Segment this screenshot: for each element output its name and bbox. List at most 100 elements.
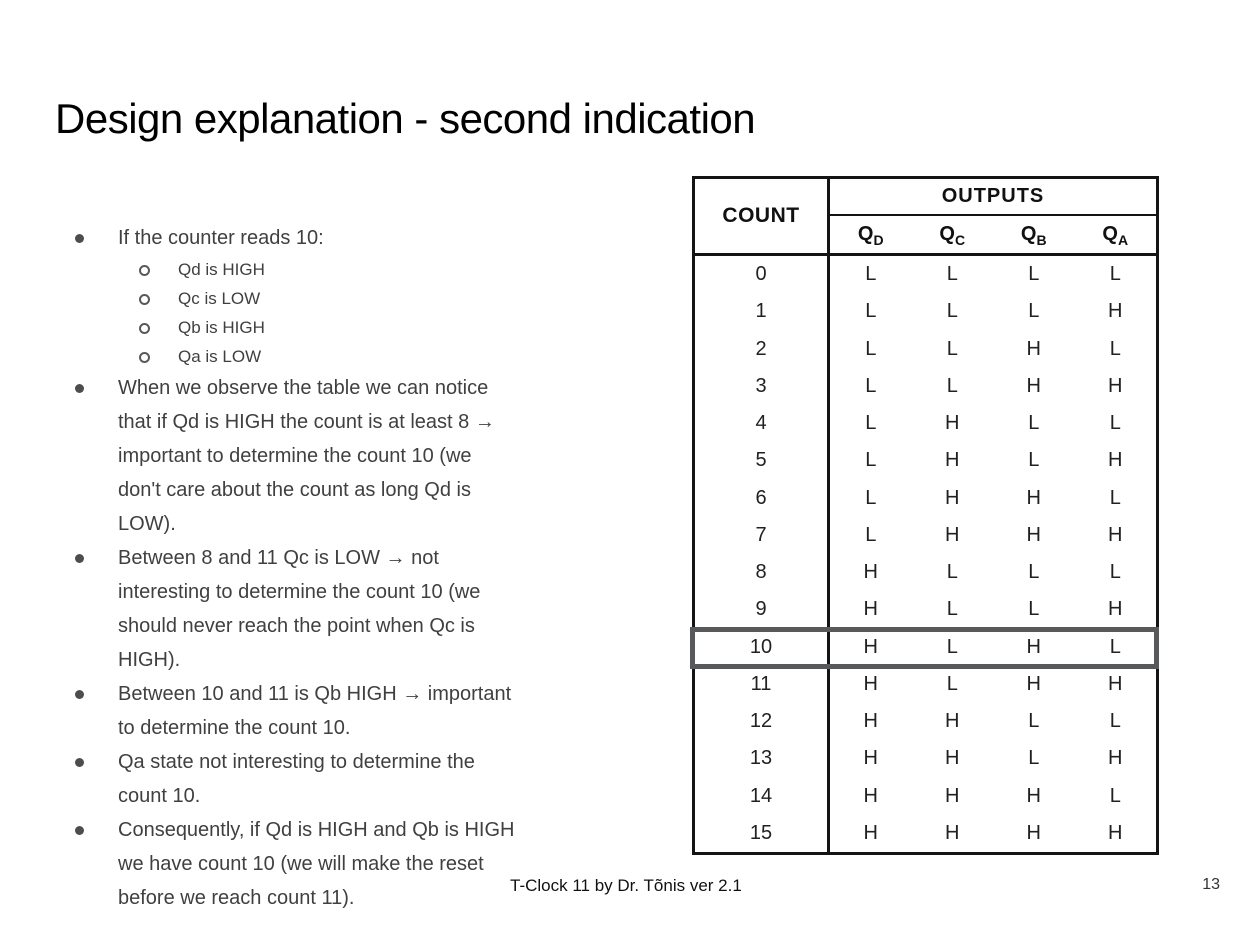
output-cell: H bbox=[1026, 784, 1041, 807]
bullet-list: If the counter reads 10: Qd is HIGH Qc is … bbox=[55, 221, 615, 915]
bullet-dot-icon bbox=[75, 234, 84, 243]
bullet-item: If the counter reads 10: bbox=[55, 221, 615, 255]
output-cell: L bbox=[1028, 263, 1040, 286]
count-cell: 12 bbox=[695, 703, 830, 741]
table-row: 3 L L H H bbox=[695, 367, 1156, 405]
table-row: 6 L H H L bbox=[695, 479, 1156, 517]
output-cell: L bbox=[946, 263, 958, 286]
output-cell: L bbox=[1109, 635, 1121, 658]
output-cell: H bbox=[1108, 672, 1123, 695]
table-row: 2 L L H L bbox=[695, 330, 1156, 368]
output-cell: L bbox=[1028, 561, 1040, 584]
table-row: 13 H H L H bbox=[695, 740, 1156, 778]
output-cell: H bbox=[1108, 449, 1123, 472]
bullet-dot-icon bbox=[75, 758, 84, 767]
output-cell: H bbox=[1108, 300, 1123, 323]
output-cell: H bbox=[1108, 821, 1123, 844]
output-cell: H bbox=[945, 784, 960, 807]
output-cell: H bbox=[863, 672, 878, 695]
table-row: 4 L H L L bbox=[695, 405, 1156, 443]
count-cell: 3 bbox=[695, 367, 830, 405]
sub-bullet-item: Qa is LOW bbox=[55, 342, 615, 371]
output-cell: L bbox=[946, 598, 958, 621]
output-cell: L bbox=[1109, 561, 1121, 584]
output-cell: H bbox=[1026, 337, 1041, 360]
sub-bullet-item: Qc is LOW bbox=[55, 284, 615, 313]
bullet-text: Qc is LOW bbox=[178, 289, 261, 308]
output-cell: L bbox=[865, 374, 877, 397]
table-row: 8 H L L L bbox=[695, 554, 1156, 592]
bullet-text: Qa is LOW bbox=[178, 347, 262, 366]
output-cell: L bbox=[1028, 300, 1040, 323]
output-cell: L bbox=[865, 449, 877, 472]
output-cell: L bbox=[865, 300, 877, 323]
output-cell: H bbox=[863, 635, 878, 658]
count-cell: 8 bbox=[695, 554, 830, 592]
output-cell: H bbox=[863, 561, 878, 584]
bullet-dot-icon bbox=[75, 384, 84, 393]
bullet-text: Qa state not interesting to determine th… bbox=[118, 751, 475, 807]
table-row: 10 H L H L bbox=[695, 628, 1156, 666]
table-row: 1 L L L H bbox=[695, 293, 1156, 331]
output-cell: H bbox=[1026, 821, 1041, 844]
output-cell: H bbox=[945, 486, 960, 509]
output-cell: H bbox=[1108, 747, 1123, 770]
output-cell: H bbox=[1026, 486, 1041, 509]
output-cell: H bbox=[1108, 598, 1123, 621]
output-cell: L bbox=[946, 672, 958, 695]
output-cell: H bbox=[1026, 523, 1041, 546]
bullet-text: If the counter reads 10: bbox=[118, 227, 324, 249]
output-cell: L bbox=[1109, 710, 1121, 733]
table-row: 12 H H L L bbox=[695, 703, 1156, 741]
output-cell: L bbox=[865, 486, 877, 509]
count-cell: 4 bbox=[695, 405, 830, 443]
table-row: 9 H L L H bbox=[695, 591, 1156, 629]
table-row: 5 L H L H bbox=[695, 442, 1156, 480]
output-cell: H bbox=[945, 710, 960, 733]
output-cell: H bbox=[863, 598, 878, 621]
output-cell: H bbox=[863, 821, 878, 844]
output-cell: H bbox=[863, 747, 878, 770]
bullet-dot-icon bbox=[75, 826, 84, 835]
output-cell: H bbox=[1108, 523, 1123, 546]
sub-bullet-item: Qd is HIGH bbox=[55, 255, 615, 284]
count-cell: 10 bbox=[695, 628, 830, 666]
bullet-item: Between 10 and 11 is Qb HIGH → important… bbox=[55, 677, 615, 745]
output-cell: H bbox=[945, 821, 960, 844]
output-cell: L bbox=[946, 374, 958, 397]
bullet-text: Between 10 and 11 is Qb HIGH → important… bbox=[118, 683, 512, 739]
output-cell: L bbox=[946, 300, 958, 323]
bullet-text: Between 8 and 11 Qc is LOW → not interes… bbox=[118, 547, 481, 671]
output-cell: H bbox=[1108, 374, 1123, 397]
output-cell: L bbox=[865, 337, 877, 360]
bullet-circle-icon bbox=[139, 265, 150, 276]
bullet-item: When we observe the table we can notice … bbox=[55, 371, 615, 541]
count-cell: 2 bbox=[695, 330, 830, 368]
page-number: 13 bbox=[1202, 876, 1220, 893]
table-row: 15 H H H H bbox=[695, 814, 1156, 852]
footer-credit: T-Clock 11 by Dr. Tõnis ver 2.1 bbox=[510, 876, 742, 895]
output-cell: L bbox=[1028, 449, 1040, 472]
count-cell: 11 bbox=[695, 665, 830, 703]
table-row: 0 L L L L bbox=[695, 256, 1156, 294]
bullet-text: Consequently, if Qd is HIGH and Qb is HI… bbox=[118, 819, 515, 909]
count-cell: 0 bbox=[695, 256, 830, 294]
outputs-header: OUTPUTS bbox=[830, 179, 1156, 216]
output-cell: H bbox=[1026, 635, 1041, 658]
output-cell: L bbox=[1028, 412, 1040, 435]
count-cell: 15 bbox=[695, 814, 830, 852]
count-cell: 13 bbox=[695, 740, 830, 778]
output-cell: H bbox=[863, 784, 878, 807]
output-cell: H bbox=[1026, 374, 1041, 397]
bullet-item: Between 8 and 11 Qc is LOW → not interes… bbox=[55, 541, 615, 677]
table-row: 11 H L H H bbox=[695, 665, 1156, 703]
bullet-item: Consequently, if Qd is HIGH and Qb is HI… bbox=[55, 813, 615, 915]
count-cell: 7 bbox=[695, 516, 830, 554]
output-cell: L bbox=[1028, 598, 1040, 621]
